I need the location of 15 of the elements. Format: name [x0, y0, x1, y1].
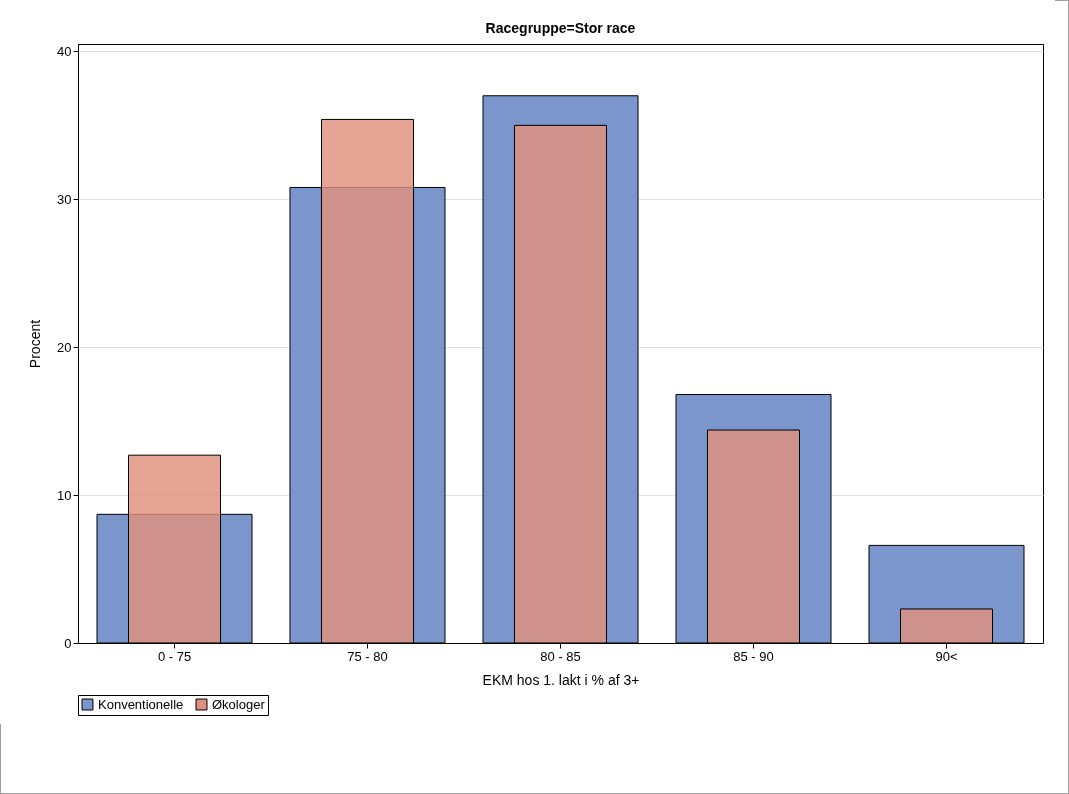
- x-tick-label: 90<: [935, 648, 958, 664]
- x-tick-label: 85 - 90: [733, 648, 774, 664]
- y-tick-label: 30: [57, 191, 72, 207]
- x-tick-label: 80 - 85: [540, 648, 581, 664]
- y-tick-label: 0: [64, 635, 72, 651]
- chart-title: Racegruppe=Stor race: [485, 20, 636, 36]
- x-axis-title: EKM hos 1. lakt i % af 3+: [482, 671, 640, 688]
- y-axis-title: Procent: [27, 319, 44, 369]
- legend-label: Økologer: [212, 696, 266, 712]
- y-tick-label: 20: [57, 339, 72, 355]
- y-tick-label: 10: [57, 487, 72, 503]
- y-tick-label: 40: [57, 43, 72, 59]
- x-tick-label: 0 - 75: [157, 648, 192, 664]
- legend-label: Konventionelle: [98, 696, 184, 712]
- x-tick-label: 75 - 80: [347, 648, 388, 664]
